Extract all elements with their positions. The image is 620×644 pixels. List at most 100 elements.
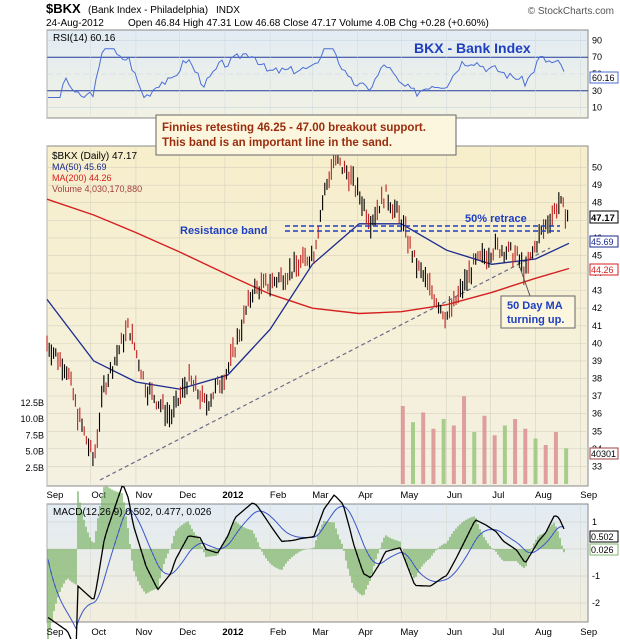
price-tick-label: 48 [592, 198, 602, 208]
volume-badge: 40301 [591, 449, 616, 459]
x-axis-label: Apr [358, 490, 373, 501]
x-axis-label: Dec [179, 490, 196, 501]
volume-bar [472, 432, 477, 484]
volume-bar [513, 419, 518, 484]
price-ticks: 504948474645444342414039383736353433 [592, 163, 602, 472]
x-axis-label: Apr [358, 627, 373, 638]
rsi-tick-label: 70 [592, 52, 602, 62]
callout-line-2: This band is an important line in the sa… [162, 137, 392, 149]
price-grid [46, 146, 588, 486]
x-axis-label: 2012 [222, 490, 243, 501]
symbol-name: (Bank Index - Philadelphia) [88, 5, 208, 16]
volume-bar [492, 435, 497, 484]
rsi-tick-label: 90 [592, 35, 602, 45]
macd-hist-badge-box [589, 543, 619, 556]
x-axis-label: Sep [580, 490, 597, 501]
macd-tick-label: 1 [592, 517, 597, 527]
price-tick-label: 45 [592, 250, 602, 260]
x-axis-label: Mar [312, 627, 328, 638]
rsi-value-badge-box [589, 71, 619, 84]
macd-tick-label: -2 [592, 598, 600, 608]
x-axis-label: Sep [47, 490, 64, 501]
rsi-line [48, 48, 565, 99]
ma50-badge: 45.69 [591, 237, 614, 247]
callout-line-1: Finnies retesting 46.25 - 47.00 breakout… [162, 122, 426, 134]
rsi-panel-title: BKX - Bank Index [414, 40, 531, 56]
volume-tick-label: 12.5B [20, 398, 44, 408]
volume-bar [523, 428, 528, 484]
volume-bar [421, 412, 426, 484]
price-bars [46, 147, 569, 467]
x-axis-label: Aug [535, 490, 552, 501]
ma200-badge-box [589, 263, 619, 276]
price-tick-label: 35 [592, 426, 602, 436]
price-tick-label: 38 [592, 374, 602, 384]
x-axis-label: May [400, 490, 418, 501]
x-axis-label: Sep [580, 627, 597, 638]
price-tick-label: 50 [592, 163, 602, 173]
ma200-badge: 44.26 [591, 265, 614, 275]
x-axis-label: Nov [135, 490, 152, 501]
ma-note-box [500, 295, 576, 329]
volume-bar [533, 438, 538, 484]
ma200-line [46, 198, 570, 315]
volume-bar [502, 425, 507, 484]
macd-line [47, 485, 565, 644]
ma-note-line-2: turning up. [507, 314, 564, 326]
price-tick-label: 36 [592, 409, 602, 419]
price-tick-label: 41 [592, 321, 602, 331]
volume-bar [462, 396, 467, 484]
volume-tick-label: 7.5B [25, 430, 44, 440]
volume-bar [411, 422, 416, 484]
x-axis-label: May [400, 627, 418, 638]
rsi-label: RSI(14) 60.16 [53, 33, 116, 44]
price-tick-label: 43 [592, 286, 602, 296]
watermark: © StockCharts.com [528, 6, 614, 17]
rsi-tick-label: 10 [592, 103, 602, 113]
x-axis-label: Jul [492, 490, 504, 501]
volume-tick-label: 5.0B [25, 447, 44, 457]
x-axis-labels-middle: Sep Oct Nov Dec 2012 Feb Mar Apr May Jun Jul Aug Sep [47, 490, 598, 501]
x-axis-label: Nov [135, 627, 152, 638]
volume-legend: Volume 4,030,170,880 [52, 184, 142, 194]
x-axis-label: Sep [47, 627, 64, 638]
callout-box [155, 114, 457, 156]
x-axis-label: 2012 [222, 627, 243, 638]
x-axis-label: Aug [535, 627, 552, 638]
volume-bar [431, 428, 436, 484]
x-axis-label: Feb [270, 490, 286, 501]
macd-label: MACD(12,26,9) 0.502, 0.477, 0.026 [53, 507, 212, 518]
x-axis-label: Oct [91, 490, 106, 501]
close-badge-box [589, 210, 619, 224]
volume-bars [400, 396, 569, 484]
close-badge: 47.17 [591, 213, 615, 224]
volume-bar [400, 406, 405, 484]
ma50-badge-box [589, 235, 619, 248]
support-trendline [99, 247, 551, 481]
volume-bar [553, 432, 558, 484]
x-axis-label: Jul [492, 627, 504, 638]
macd-badge-box [589, 530, 619, 543]
x-axis-label: Feb [270, 627, 286, 638]
ohlc-summary: Open 46.84 High 47.31 Low 46.68 Close 47… [128, 18, 489, 29]
macd-tick-label: -1 [592, 571, 600, 581]
price-legend: $BKX (Daily) 47.17 MA(50) 45.69 MA(200) … [52, 151, 142, 194]
x-axis-label: Jun [447, 627, 462, 638]
macd-badge: 0.502 [591, 532, 614, 542]
price-tick-label: 39 [592, 356, 602, 366]
retrace-label: 50% retrace [465, 213, 527, 225]
volume-bar [482, 415, 487, 484]
rsi-value-badge: 60.16 [592, 73, 615, 83]
volume-bar [564, 448, 569, 484]
volume-tick-label: 10.0B [20, 414, 44, 424]
price-tick-label: 49 [592, 180, 602, 190]
symbol-title: $BKX [46, 1, 81, 16]
x-axis-label: Oct [91, 627, 106, 638]
rsi-grid [46, 30, 588, 118]
x-axis-label: Dec [179, 627, 196, 638]
price-tick-label: 37 [592, 391, 602, 401]
price-legend-symbol: $BKX (Daily) 47.17 [52, 151, 137, 162]
ma50-legend: MA(50) 45.69 [52, 162, 107, 172]
price-tick-label: 33 [592, 461, 602, 471]
